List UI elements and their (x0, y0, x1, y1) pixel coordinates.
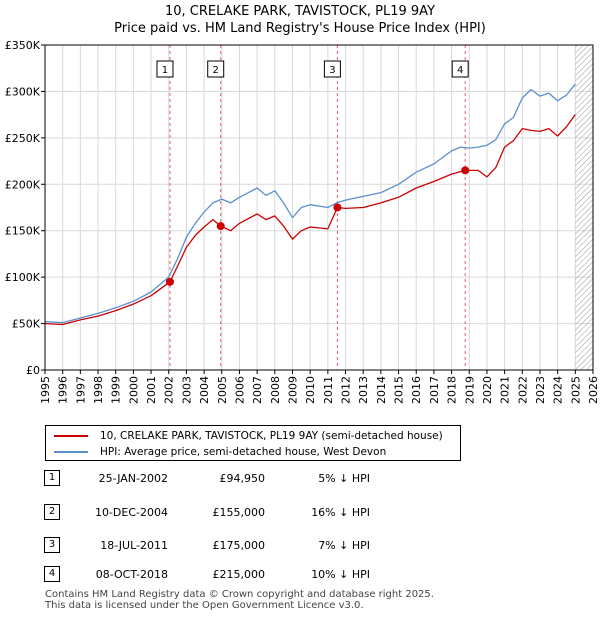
sale-chart-badge-label: 2 (213, 65, 219, 76)
sale-chart-badge-box (323, 60, 341, 78)
y-tick-label: £200K (5, 178, 41, 191)
sale-date: 10-DEC-2004 (94, 506, 168, 519)
x-tick-label: 2013 (357, 376, 370, 404)
x-tick-label: 2012 (340, 376, 353, 404)
sale-hpi-diff: 7% ↓ HPI (318, 539, 370, 552)
x-tick-label: 2022 (516, 376, 529, 404)
x-tick-label: 1999 (110, 376, 123, 404)
sale-chart-badge-box (156, 60, 174, 78)
sale-hpi-diff: 16% ↓ HPI (311, 506, 370, 519)
x-tick-label: 2026 (587, 376, 600, 404)
x-tick-label: 2015 (393, 376, 406, 404)
footer: Contains HM Land Registry data © Crown c… (45, 589, 434, 611)
x-tick-label: 2002 (163, 376, 176, 404)
sale-badge: 3 (44, 537, 60, 553)
sale-row: 4 08-OCT-2018 £215,000 10% ↓ HPI (0, 566, 600, 584)
y-tick-label: £250K (5, 132, 41, 145)
x-tick-label: 2006 (233, 376, 246, 404)
chart-title-line2: Price paid vs. HM Land Registry's House … (114, 21, 486, 36)
sale-row: 1 25-JAN-2002 £94,950 5% ↓ HPI (0, 470, 600, 488)
legend-hpi-swatch (54, 451, 88, 453)
x-tick-label: 2011 (322, 376, 335, 404)
x-tick-label: 2001 (145, 376, 158, 404)
x-tick-label: 2018 (446, 376, 459, 404)
x-tick-label: 2009 (286, 376, 299, 404)
x-tick-label: 2021 (499, 376, 512, 404)
chart-title-line1: 10, CRELAKE PARK, TAVISTOCK, PL19 9AY (164, 4, 436, 19)
y-tick-label: £100K (5, 271, 41, 284)
sale-chart-badge: 3 (323, 60, 341, 78)
y-tick-label: £350K (5, 39, 41, 52)
sale-chart-badge: 2 (207, 60, 225, 78)
sale-chart-badge-label: 3 (329, 65, 335, 76)
x-tick-label: 2008 (269, 376, 282, 404)
x-tick-label: 2024 (552, 376, 565, 404)
sale-point (165, 277, 174, 286)
price-chart: 1 2 3 4 £0 £50K £100K £150K £200K £250K £300K £350K… (5, 39, 600, 404)
sale-badge: 1 (44, 470, 60, 486)
x-tick-label: 2019 (463, 376, 476, 404)
plot-area (45, 45, 593, 370)
x-tick-label: 2016 (410, 376, 423, 404)
x-tick-label: 2014 (375, 376, 388, 404)
property-price-line (44, 114, 576, 326)
x-tick-label: 2004 (198, 376, 211, 404)
sale-price: £94,950 (219, 472, 266, 485)
sale-price: £215,000 (212, 568, 266, 581)
x-tick-label: 1998 (92, 376, 105, 404)
x-tick-label: 2023 (534, 376, 547, 404)
legend: 10, CRELAKE PARK, TAVISTOCK, PL19 9AY (s… (45, 425, 461, 461)
sale-row: 3 18-JUL-2011 £175,000 7% ↓ HPI (0, 537, 600, 555)
sale-hpi-diff: 10% ↓ HPI (311, 568, 370, 581)
chart-title: 10, CRELAKE PARK, TAVISTOCK, PL19 9AY Pr… (0, 3, 600, 37)
sale-badge: 4 (44, 566, 60, 582)
x-tick-label: 2000 (127, 376, 140, 404)
y-tick-label: £150K (5, 225, 41, 238)
x-tick-label: 2010 (304, 376, 317, 404)
sale-price: £155,000 (212, 506, 266, 519)
footer-licence: This data is licensed under the Open Gov… (45, 600, 364, 611)
footer-copyright: Contains HM Land Registry data © Crown c… (45, 589, 434, 600)
x-tick-label: 2003 (180, 376, 193, 404)
sale-date: 18-JUL-2011 (100, 539, 168, 552)
hpi-line (44, 83, 576, 324)
x-tick-label: 1997 (74, 376, 87, 404)
sale-point (216, 222, 225, 231)
y-tick-label: £0 (26, 364, 40, 377)
sale-price: £175,000 (212, 539, 266, 552)
legend-hpi-label: HPI: Average price, semi-detached house,… (100, 446, 387, 458)
plot-frame (44, 44, 594, 371)
sale-date: 25-JAN-2002 (98, 472, 168, 485)
x-tick-label: 2025 (569, 376, 582, 404)
x-tick-label: 1995 (39, 376, 52, 404)
x-tick-label: 2007 (251, 376, 264, 404)
sale-chart-badge: 4 (451, 60, 469, 78)
sale-point (461, 166, 470, 175)
x-tick-label: 1996 (57, 376, 70, 404)
sale-row: 2 10-DEC-2004 £155,000 16% ↓ HPI (0, 504, 600, 522)
sale-chart-badge-label: 1 (162, 65, 168, 76)
x-tick-label: 2017 (428, 376, 441, 404)
y-tick-label: £50K (12, 318, 41, 331)
x-tick-label: 2020 (481, 376, 494, 404)
future-hatch-area (575, 45, 593, 370)
sale-chart-badge-box (451, 60, 469, 78)
sale-hpi-diff: 5% ↓ HPI (318, 472, 370, 485)
legend-property-swatch (54, 435, 88, 437)
sale-chart-badge: 1 (156, 60, 174, 78)
sale-chart-badge-box (207, 60, 225, 78)
x-tick-label: 2005 (216, 376, 229, 404)
sale-date: 08-OCT-2018 (95, 568, 168, 581)
sale-point (333, 203, 342, 212)
sale-badge: 2 (44, 504, 60, 520)
sale-chart-badge-label: 4 (457, 65, 463, 76)
legend-property-label: 10, CRELAKE PARK, TAVISTOCK, PL19 9AY (s… (100, 430, 443, 442)
y-tick-label: £300K (5, 85, 41, 98)
